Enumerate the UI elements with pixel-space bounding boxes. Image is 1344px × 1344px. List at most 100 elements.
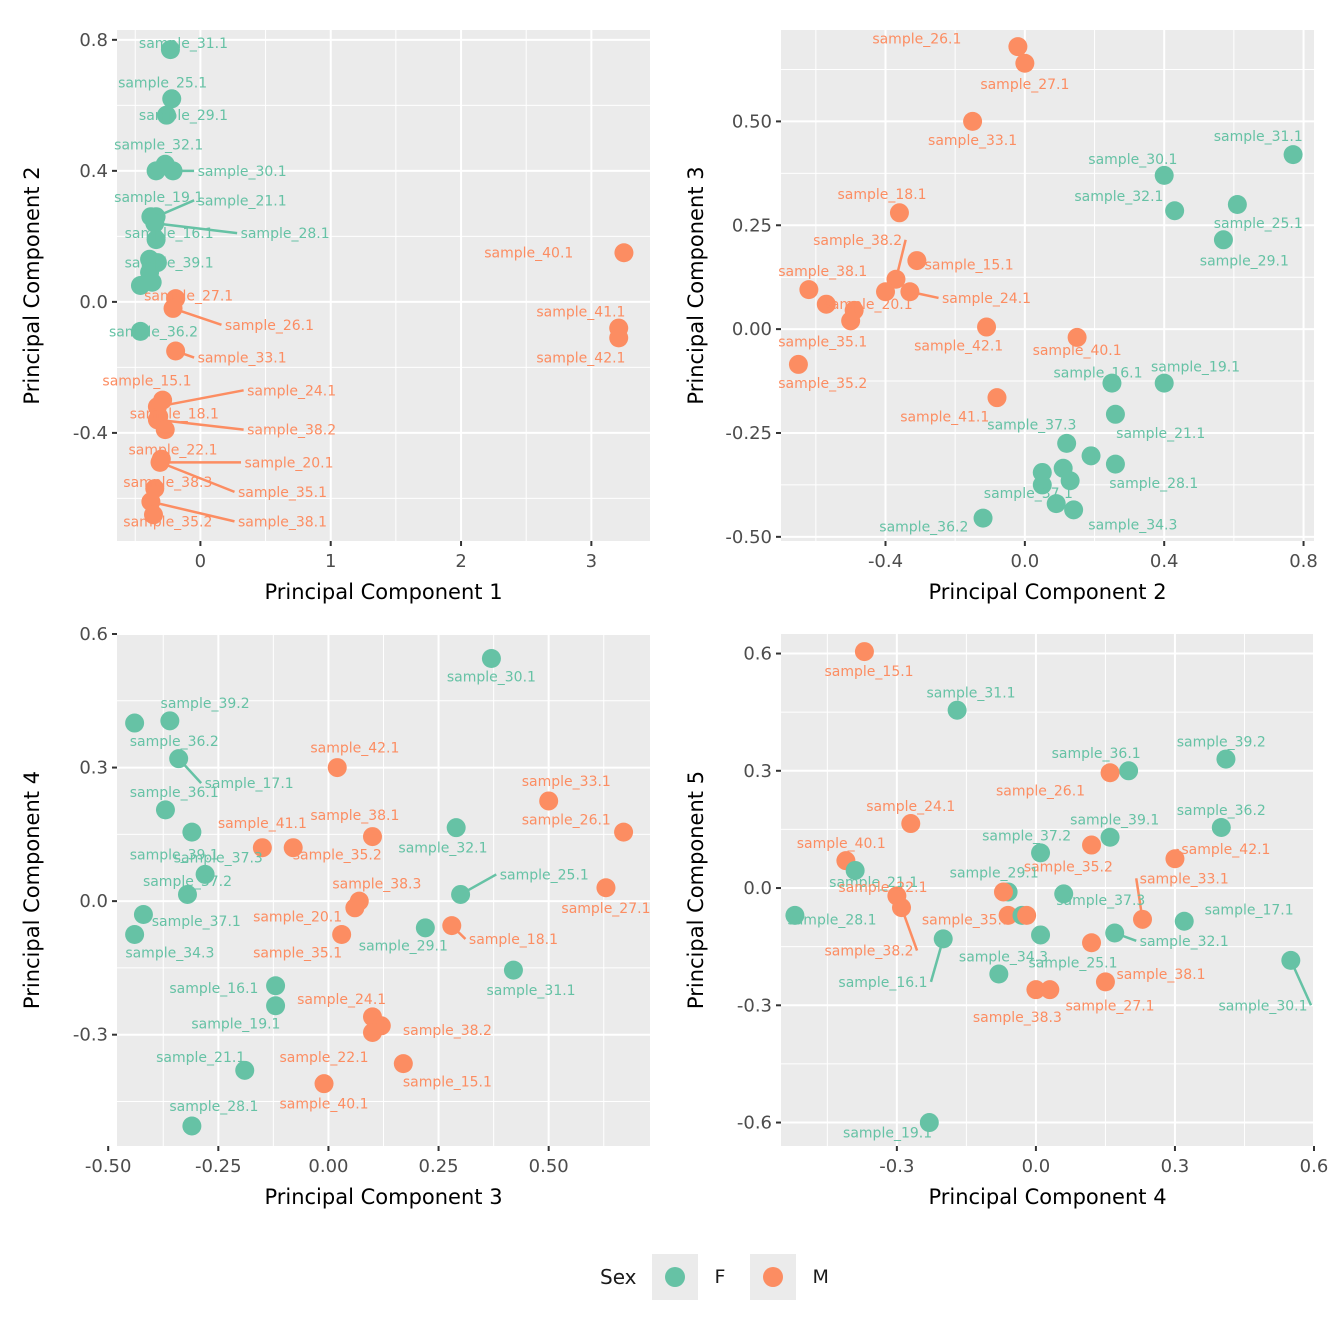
point-label: sample_24.1 bbox=[247, 383, 336, 399]
point-label: sample_29.1 bbox=[1200, 254, 1289, 270]
point-sample_38.3 bbox=[1026, 980, 1046, 1000]
point-label: sample_42.1 bbox=[536, 351, 625, 367]
point-sample_34.3 bbox=[125, 925, 145, 945]
point-sample_33.1 bbox=[1133, 909, 1153, 929]
point-label: sample_25.1 bbox=[118, 75, 207, 91]
point-label: sample_37.1 bbox=[984, 486, 1073, 502]
point-sample_16.1 bbox=[146, 230, 166, 250]
point-label: sample_35.1 bbox=[238, 485, 327, 501]
point-label: sample_42.1 bbox=[1181, 842, 1270, 858]
point-label: sample_21.1 bbox=[829, 875, 918, 891]
point-sample_28.1 bbox=[145, 213, 165, 233]
point-label: sample_15.1 bbox=[825, 664, 914, 680]
point-label: sample_19.1 bbox=[843, 1125, 932, 1141]
point-sample_30.1 bbox=[481, 648, 501, 668]
point-label: sample_17.1 bbox=[205, 776, 294, 792]
point-label: sample_40.1 bbox=[484, 246, 573, 262]
panel-2: -0.4 0.0 0.4 0.8 -0.50 -0.25 0.00 0.25 0.50 Princ… bbox=[684, 30, 1318, 604]
point-sample_31.1 bbox=[1283, 145, 1303, 165]
point-label: sample_28.1 bbox=[241, 226, 330, 242]
point-label: sample_42.1 bbox=[310, 741, 399, 757]
point-sample_22.x bbox=[314, 1074, 334, 1094]
point-sample_15.1 bbox=[854, 642, 874, 662]
point-label: sample_40.1 bbox=[1033, 343, 1122, 359]
point-sample_27.1 bbox=[1040, 980, 1060, 1000]
point-label: sample_39.2 bbox=[1177, 734, 1266, 750]
point-label: sample_25.1 bbox=[500, 867, 589, 883]
point-sample_32.1 bbox=[446, 818, 466, 838]
y-tick-label: 0.0 bbox=[79, 891, 108, 912]
y-tick-label: -0.6 bbox=[737, 1113, 772, 1134]
point-sample_19.1 bbox=[1154, 373, 1174, 393]
point-label: sample_39.2 bbox=[161, 696, 250, 712]
point-sample_42.1 bbox=[327, 758, 347, 778]
point-sample_24.1 bbox=[900, 282, 920, 302]
point-sample_40.1 bbox=[1067, 327, 1087, 347]
point-sample_35.2 bbox=[1082, 835, 1102, 855]
point-sample_34.x bbox=[140, 249, 160, 269]
point-sample_x.f4 bbox=[1060, 471, 1080, 491]
x-tick-label: 3 bbox=[586, 551, 597, 572]
x-tick-label: -0.50 bbox=[85, 1156, 132, 1177]
point-label: sample_32.1 bbox=[114, 138, 203, 154]
point-sample_27.1 bbox=[596, 878, 616, 898]
point-label: sample_37.2 bbox=[982, 828, 1071, 844]
y-tick-label: 0.50 bbox=[732, 111, 772, 132]
point-label: sample_20.1 bbox=[824, 297, 913, 313]
x-tick-label: 0.00 bbox=[308, 1156, 348, 1177]
point-label: sample_38.1 bbox=[238, 514, 327, 530]
point-label: sample_27.1 bbox=[144, 288, 233, 304]
point-sample_28.1 bbox=[1105, 454, 1125, 474]
point-label: sample_32.1 bbox=[398, 841, 487, 857]
point-sample_35.2 bbox=[788, 354, 808, 374]
point-sample_19.1 bbox=[919, 1113, 939, 1133]
point-label: sample_15.1 bbox=[925, 258, 1014, 274]
point-label: sample_36.2 bbox=[879, 519, 968, 535]
point-label: sample_25.1 bbox=[1028, 955, 1117, 971]
point-label: sample_26.1 bbox=[872, 31, 961, 47]
point-label: sample_18.1 bbox=[469, 932, 558, 948]
x-tick-label: 0.0 bbox=[1011, 551, 1040, 572]
point-sample_42.1 bbox=[609, 328, 629, 348]
point-sample_27.1 bbox=[1015, 53, 1035, 73]
point-sample_30.1 bbox=[1281, 950, 1301, 970]
point-label: sample_24.1 bbox=[297, 992, 386, 1008]
point-label: sample_28.1 bbox=[1109, 476, 1198, 492]
point-label: sample_38.2 bbox=[825, 944, 914, 960]
point-sample_x.f2 bbox=[1031, 925, 1051, 945]
point-label: sample_33.1 bbox=[198, 351, 287, 367]
point-sample_32.1 bbox=[1105, 923, 1125, 943]
point-sample_18.1 bbox=[442, 916, 462, 936]
x-axis-title: Principal Component 2 bbox=[928, 580, 1166, 604]
y-tick-label: -0.50 bbox=[725, 527, 772, 548]
point-sample_16.1 bbox=[1102, 373, 1122, 393]
point-label: sample_38.2 bbox=[813, 233, 902, 249]
point-label: sample_27.1 bbox=[1066, 998, 1155, 1014]
point-sample_39.1 bbox=[1100, 827, 1120, 847]
point-sample_36.2 bbox=[1211, 817, 1231, 837]
point-label: sample_39.1 bbox=[125, 256, 214, 272]
point-sample_35.1 bbox=[332, 925, 352, 945]
point-label: sample_39.1 bbox=[1070, 813, 1159, 829]
point-sample_35.2 bbox=[143, 505, 163, 525]
point-label: sample_26.1 bbox=[996, 783, 1085, 799]
point-sample_20.1 bbox=[876, 282, 896, 302]
point-sample_39.x bbox=[142, 272, 162, 292]
point-label: sample_26.1 bbox=[522, 813, 611, 829]
point-label: sample_35.1 bbox=[253, 945, 342, 961]
point-sample_18.1 bbox=[889, 203, 909, 223]
point-label: sample_41.1 bbox=[536, 305, 625, 321]
point-label: sample_35.2 bbox=[778, 376, 867, 392]
x-tick-label: 0.50 bbox=[529, 1156, 569, 1177]
point-label: sample_41.1 bbox=[218, 816, 307, 832]
point-label: sample_25.1 bbox=[1214, 216, 1303, 232]
point-label: sample_34.3 bbox=[959, 949, 1048, 965]
point-sample_x.m1 bbox=[993, 882, 1013, 902]
legend-key-m bbox=[750, 1254, 797, 1300]
point-label: sample_29.1 bbox=[139, 108, 228, 124]
point-label: sample_34.3 bbox=[1088, 517, 1177, 533]
x-tick-label: 1 bbox=[325, 551, 336, 572]
point-label: sample_38.2 bbox=[247, 423, 336, 439]
point-label: sample_36.2 bbox=[1177, 803, 1266, 819]
point-label: sample_37.2 bbox=[143, 874, 232, 890]
